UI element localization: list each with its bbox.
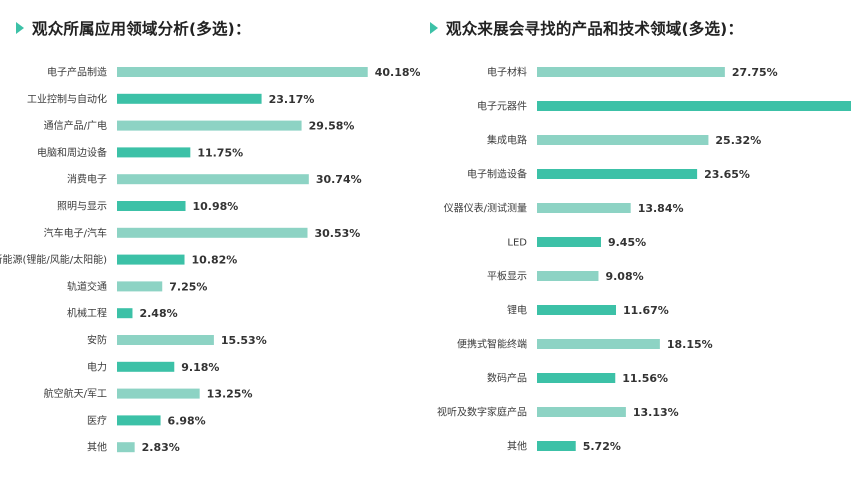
value-label: 5.72% xyxy=(583,440,621,453)
bar xyxy=(117,67,368,77)
category-label: 电子材料 xyxy=(487,66,527,79)
bar xyxy=(117,227,308,238)
category-label: 集成电路 xyxy=(487,134,527,147)
value-label: 40.18% xyxy=(375,66,420,79)
bar xyxy=(117,442,135,453)
bar-chart-product-fields: 电子材料27.75%电子元器件50.32%集成电路25.32%电子制造设备23.… xyxy=(437,66,851,453)
category-label: 电子产品制造 xyxy=(47,66,107,79)
category-label: 便携式智能终端 xyxy=(457,338,527,351)
category-label: 机械工程 xyxy=(67,307,107,320)
bar xyxy=(117,147,191,158)
value-label: 7.25% xyxy=(169,280,207,293)
bar xyxy=(537,169,698,179)
bar xyxy=(537,135,709,145)
bar xyxy=(537,271,599,281)
bar xyxy=(537,203,631,213)
category-label: 照明与显示 xyxy=(57,201,107,213)
value-label: 23.17% xyxy=(269,93,315,106)
value-label: 30.74% xyxy=(316,173,362,186)
value-label: 27.75% xyxy=(732,66,778,79)
bar xyxy=(117,308,133,319)
category-label: 轨道交通 xyxy=(67,280,107,293)
value-label: 11.75% xyxy=(197,146,243,159)
category-label: 航空航天/军工 xyxy=(44,387,107,400)
category-label: 工业控制与自动化 xyxy=(27,92,107,105)
value-label: 10.98% xyxy=(193,200,239,213)
category-label: 其他 xyxy=(507,440,527,453)
value-label: 29.58% xyxy=(309,120,355,133)
category-label: 视听及数字家庭产品 xyxy=(437,406,527,419)
category-label: 通信产品/广电 xyxy=(44,119,107,132)
value-label: 9.08% xyxy=(605,270,643,283)
category-label: 新能源(锂能/风能/太阳能) xyxy=(0,253,107,266)
value-label: 30.53% xyxy=(315,227,361,240)
value-label: 13.84% xyxy=(638,202,684,215)
value-label: 11.67% xyxy=(623,304,669,317)
bar xyxy=(537,407,626,417)
chart-header: 观众所属应用领域分析(多选)： xyxy=(16,16,251,40)
category-label: 平板显示 xyxy=(487,270,527,283)
value-label: 25.32% xyxy=(715,134,761,147)
bar xyxy=(537,441,576,451)
bar xyxy=(537,339,660,349)
category-label: 电子元器件 xyxy=(477,100,527,113)
bar xyxy=(537,305,617,315)
category-label: 安防 xyxy=(87,334,107,347)
value-label: 11.56% xyxy=(622,372,668,385)
category-label: 数码产品 xyxy=(487,372,527,385)
chart-title: 观众来展会寻找的产品和技术领域(多选)： xyxy=(446,20,744,38)
value-label: 10.82% xyxy=(192,254,238,267)
bar xyxy=(117,254,185,265)
chart-title: 观众所属应用领域分析(多选)： xyxy=(32,20,251,38)
category-label: 锂电 xyxy=(507,304,527,317)
value-label: 15.53% xyxy=(221,334,267,347)
bar xyxy=(117,174,309,185)
bar xyxy=(117,93,262,104)
bar-chart-application-fields: 电子产品制造 40.18% 工业控制与自动化 23.17% 通信产品/广电 29.58% 电… xyxy=(0,66,420,455)
value-label: 2.48% xyxy=(139,307,177,320)
value-label: 2.83% xyxy=(142,441,180,454)
category-label: 汽车电子/汽车 xyxy=(44,226,107,239)
play-triangle-icon xyxy=(16,22,24,34)
category-label: 仪器仪表/测试测量 xyxy=(444,202,527,215)
bar xyxy=(117,120,302,131)
bar xyxy=(537,101,851,111)
bar xyxy=(537,237,601,247)
bar xyxy=(117,281,163,292)
bar xyxy=(117,388,200,399)
bar xyxy=(537,67,725,77)
category-label: 其他 xyxy=(87,441,107,454)
chart-panel-application-fields: 观众所属应用领域分析(多选)： 电子产品制造 40.18% 工业控制与自动化 23.1… xyxy=(0,0,420,479)
value-label: 13.13% xyxy=(633,406,679,419)
category-label: LED xyxy=(507,238,527,249)
bar xyxy=(117,201,186,211)
category-label: 电力 xyxy=(87,360,107,373)
bar xyxy=(117,361,175,372)
category-label: 电脑和周边设备 xyxy=(37,146,107,159)
play-triangle-icon xyxy=(430,22,438,34)
category-label: 消费电子 xyxy=(67,173,107,186)
value-label: 9.45% xyxy=(608,236,646,249)
bar xyxy=(537,373,616,383)
value-label: 23.65% xyxy=(704,168,750,181)
bar xyxy=(117,335,214,345)
category-label: 电子制造设备 xyxy=(467,168,527,181)
bar xyxy=(117,415,161,426)
value-label: 9.18% xyxy=(181,361,219,374)
value-label: 18.15% xyxy=(667,338,713,351)
value-label: 13.25% xyxy=(207,388,253,401)
category-label: 医疗 xyxy=(87,414,107,427)
value-label: 6.98% xyxy=(168,414,206,427)
chart-header: 观众来展会寻找的产品和技术领域(多选)： xyxy=(430,16,743,40)
chart-panel-product-fields: 观众来展会寻找的产品和技术领域(多选)： 电子材料27.75%电子元器件50.3… xyxy=(420,0,851,479)
